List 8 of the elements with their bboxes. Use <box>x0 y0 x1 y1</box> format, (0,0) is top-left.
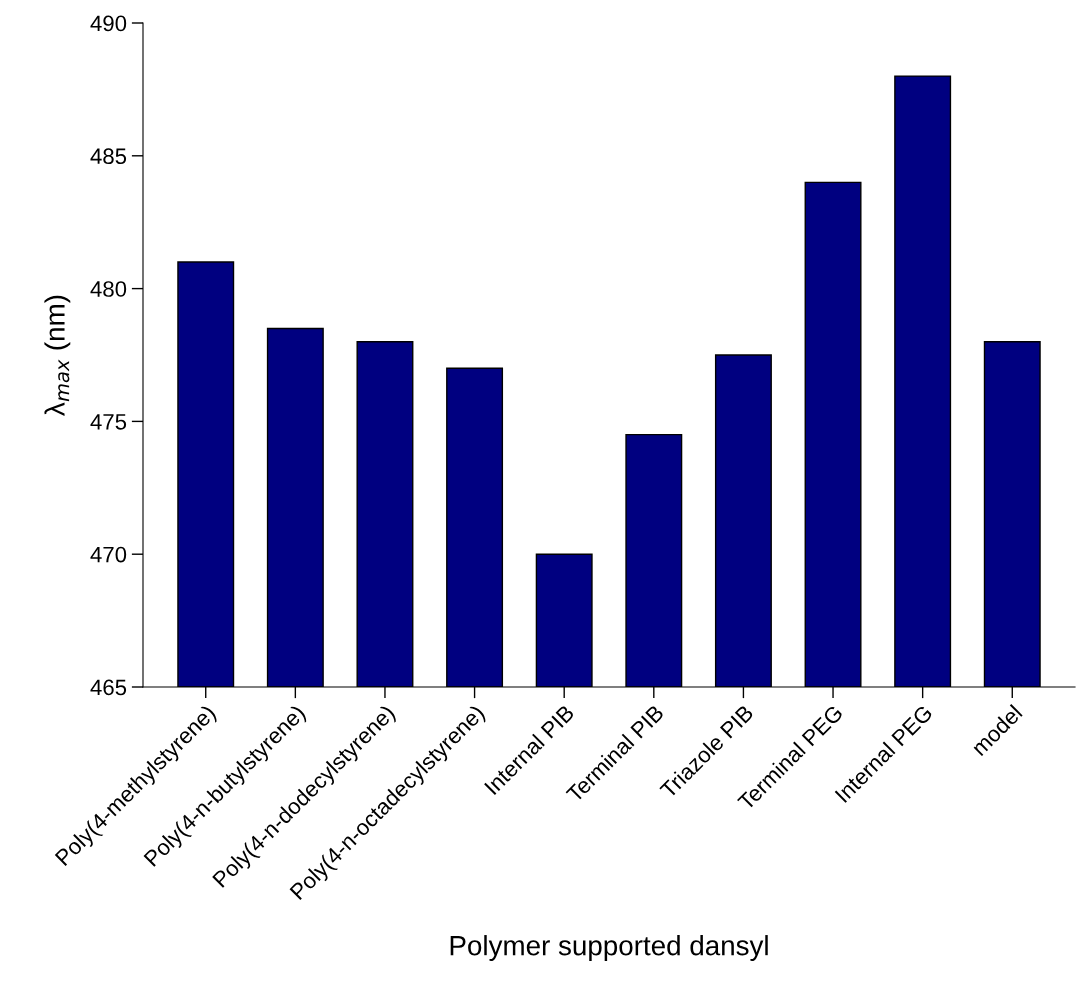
x-axis-title: Polymer supported dansyl <box>450 935 768 961</box>
y-tick-label: 465 <box>90 679 127 696</box>
y-axis-title: λ$_{max}$ (nm) <box>44 295 71 416</box>
y-tick-label: 475 <box>90 414 127 430</box>
y-tick-label: 470 <box>90 546 127 563</box>
y-tick-label: 490 <box>90 15 127 32</box>
y-tick-label: 480 <box>90 281 127 297</box>
y-tick-label: 485 <box>90 148 127 165</box>
